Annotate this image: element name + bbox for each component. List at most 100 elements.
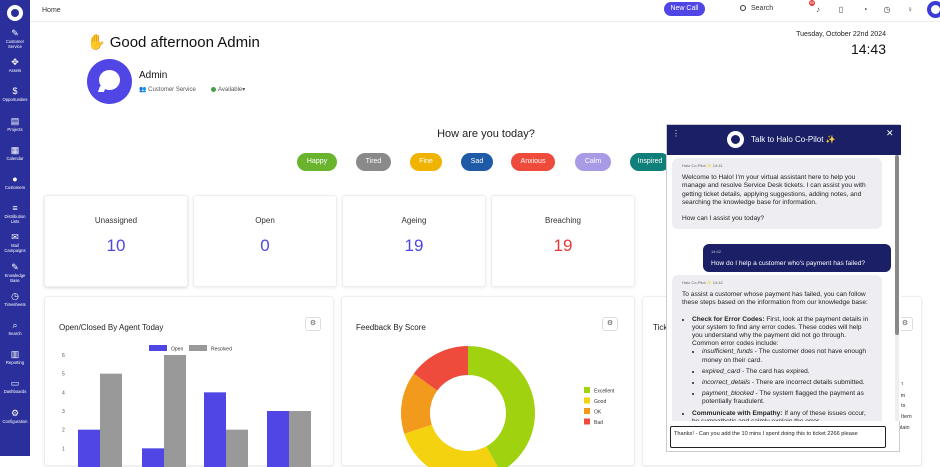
nav-icon: ≡ — [12, 203, 18, 214]
lightbulb-icon[interactable]: ♀ — [907, 5, 913, 14]
sidebar-item-label: Distribution Lists — [4, 214, 26, 225]
sidebar-item-label: Dashboards — [3, 389, 27, 395]
sidebar-item-opportunities[interactable]: $ Opportunities — [0, 86, 30, 102]
more-options-icon[interactable]: ⋮ — [672, 129, 680, 138]
sidebar-item-projects[interactable]: ▤ Projects — [0, 116, 30, 132]
bar-resolved[interactable] — [164, 355, 186, 467]
stat-value: 10 — [106, 236, 126, 255]
bar-chart: 6 5 4 3 2 1 Open Resolved — [62, 345, 311, 467]
legend-swatch — [189, 345, 207, 351]
greeting-text: Good afternoon Admin — [109, 34, 260, 51]
clock-icon[interactable]: ◷ — [883, 5, 891, 14]
nav-icon: ● — [12, 174, 18, 184]
legend-label: Resolved — [211, 347, 232, 353]
chat-input[interactable]: Thanks! - Can you add the 10 mins I spen… — [670, 426, 886, 448]
chat-scrollbar[interactable] — [895, 155, 899, 421]
mood-button-fine[interactable]: Fine — [410, 153, 442, 171]
bar-open[interactable] — [142, 448, 164, 467]
legend-swatch — [584, 418, 590, 425]
date-display: Tuesday, October 22nd 2024 — [796, 31, 886, 38]
gear-icon[interactable]: ⚙ — [602, 317, 618, 331]
rss-icon[interactable]: ◔ — [862, 5, 868, 14]
sidebar-item-label: Customers — [4, 185, 26, 190]
message-text: How can I assist you today? — [682, 215, 765, 223]
legend-swatch — [584, 387, 590, 393]
sidebar-item-search[interactable]: ⌕ Search — [0, 320, 30, 336]
greeting: ✋ Good afternoon Admin — [87, 33, 260, 51]
sidebar-item-label: Knowledge Base — [4, 272, 26, 283]
close-icon[interactable]: ✕ — [886, 128, 894, 138]
time-display: 14:43 — [850, 41, 886, 57]
sidebar-item-knowledge-base[interactable]: ✎ Knowledge Base — [0, 262, 30, 283]
sidebar-item-assets[interactable]: ✥ Assets — [0, 57, 30, 73]
sidebar-item-customers[interactable]: ● Customers — [0, 174, 30, 190]
stat-card-unassigned[interactable]: Unassigned 10 — [44, 195, 188, 287]
nav-icon: ▤ — [10, 115, 20, 126]
y-tick-label: 1 — [62, 446, 65, 452]
bar-open[interactable] — [267, 411, 289, 467]
stat-value: 19 — [553, 236, 573, 255]
donut-chart: Excellent Good OK Bad — [401, 346, 615, 467]
mood-button-sad[interactable]: Sad — [461, 153, 493, 171]
mood-question: How are you today? — [437, 128, 535, 140]
mood-button-tired[interactable]: Tired — [356, 153, 391, 171]
legend-fragment: n — [900, 381, 904, 387]
steps-list: Check for Error Codes: First, look at th… — [692, 316, 872, 421]
chart-title: Tick — [653, 323, 668, 332]
new-call-button[interactable]: New Call — [664, 2, 705, 16]
gear-icon[interactable]: ⚙ — [305, 317, 321, 331]
status-dropdown[interactable]: Available▾ — [211, 86, 245, 93]
sidebar-item-timesheets[interactable]: ◷ Timesheets — [0, 291, 30, 307]
profile-avatar[interactable] — [87, 59, 132, 104]
donut-slice-bad[interactable] — [413, 346, 468, 391]
search-button[interactable]: Search — [740, 5, 773, 12]
status-label: Available — [218, 87, 243, 93]
bar-open[interactable] — [204, 392, 226, 467]
bot-message: Halo Co-Pilot ✨ 14:42 To assist a custom… — [672, 275, 882, 421]
clipboard-icon[interactable]: ▯ — [838, 5, 844, 14]
chart-title: Open/Closed By Agent Today — [59, 323, 164, 332]
legend-label: Excellent — [594, 389, 615, 395]
bar-resolved[interactable] — [226, 429, 248, 467]
error-code-item: expired_card - The card has expired. — [702, 368, 872, 376]
sidebar-item-calendar[interactable]: ▦ Calendar — [0, 145, 30, 161]
bar-resolved[interactable] — [289, 411, 311, 467]
donut-slice-excellent[interactable] — [468, 346, 535, 467]
sidebar: ✎ Customer Service ✥ Assets $ Opportunities ▤ P… — [0, 0, 30, 456]
copilot-panel: ⋮ Talk to Halo Co-Pilot ✨ ✕ Halo Co-Pilo… — [666, 124, 901, 452]
mood-button-anxious[interactable]: Anxious — [511, 153, 555, 171]
mood-button-inspired[interactable]: Inspired — [630, 153, 670, 171]
bot-message: Halo Co-Pilot ✨ 14:41 Welcome to Halo! I… — [672, 158, 882, 230]
sidebar-item-distribution-lists[interactable]: ≡ Distribution Lists — [0, 203, 30, 224]
stat-card-open[interactable]: Open 0 — [193, 195, 337, 287]
legend-label: Good — [594, 399, 606, 405]
bell-icon[interactable]: ♪ — [816, 5, 820, 14]
chat-body[interactable]: Halo Co-Pilot ✨ 14:41 Welcome to Halo! I… — [667, 155, 901, 421]
donut-slice-ok[interactable] — [401, 373, 438, 434]
donut-slice-good[interactable] — [404, 424, 500, 467]
user-avatar[interactable] — [927, 1, 940, 18]
bar-open[interactable] — [78, 429, 100, 467]
sidebar-item-configuration[interactable]: ⚙ Configuration — [0, 408, 30, 424]
stat-card-breaching[interactable]: Breaching 19 — [491, 195, 635, 287]
mood-button-happy[interactable]: Happy — [297, 153, 337, 171]
sidebar-item-mail-campaigns[interactable]: ✉ Mail Campaigns — [0, 232, 30, 253]
stat-card-ageing[interactable]: Ageing 19 — [342, 195, 486, 287]
scroll-thumb[interactable] — [895, 155, 899, 335]
nav-icon: ▭ — [10, 378, 20, 389]
nav-icon: ⚙ — [10, 407, 20, 418]
breadcrumb-home[interactable]: Home — [42, 7, 61, 14]
mood-button-calm[interactable]: Calm — [575, 153, 611, 171]
sidebar-item-reporting[interactable]: ▥ Reporting — [0, 349, 30, 365]
people-icon: 👥 — [139, 87, 149, 93]
sidebar-item-dashboards[interactable]: ▭ Dashboards — [0, 378, 30, 394]
legend-label: OK — [594, 410, 602, 416]
bar-resolved[interactable] — [100, 373, 122, 467]
y-tick-label: 3 — [62, 409, 65, 415]
sidebar-item-customer-service[interactable]: ✎ Customer Service — [0, 28, 30, 49]
stat-label: Breaching — [544, 216, 582, 225]
status-dot — [211, 86, 216, 92]
user-name: Admin — [139, 70, 168, 81]
halo-logo[interactable] — [7, 5, 23, 21]
error-code-item: incorrect_details - There are incorrect … — [702, 379, 872, 387]
